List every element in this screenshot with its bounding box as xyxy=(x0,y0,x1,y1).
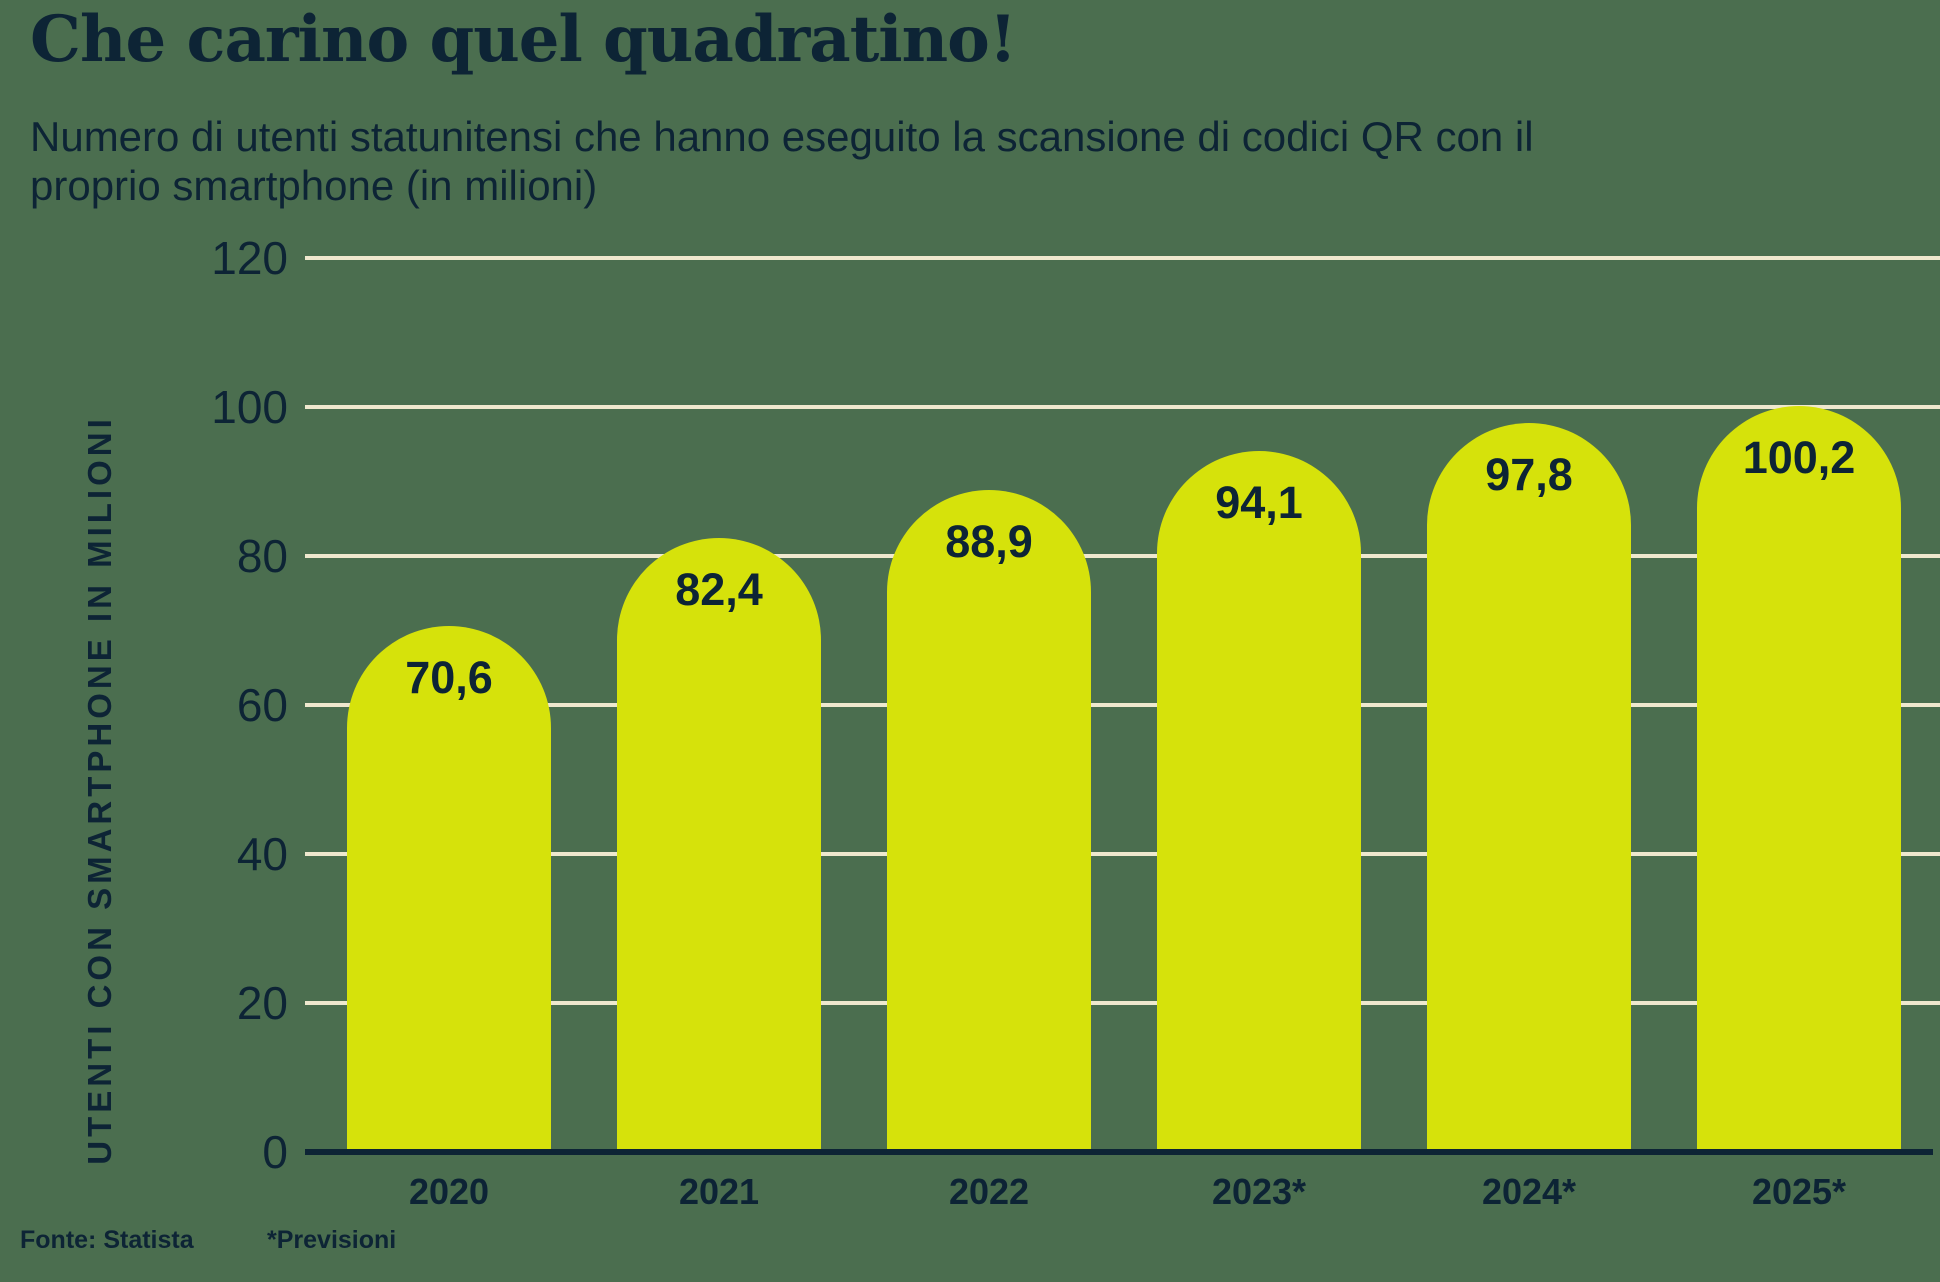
chart-subtitle-line-2: proprio smartphone (in milioni) xyxy=(30,162,598,209)
y-tick-label-40: 40 xyxy=(236,828,288,880)
chart-subtitle-line-1: Numero di utenti statunitensi che hanno … xyxy=(30,113,1534,160)
x-tick-label-2023*: 2023* xyxy=(1211,1171,1307,1212)
bar-2025*: 100,2 xyxy=(1697,405,1901,1152)
y-tick-label-20: 20 xyxy=(236,977,288,1029)
x-tick-label-2022: 2022 xyxy=(948,1171,1030,1212)
bar-2024*: 97,8 xyxy=(1427,423,1631,1152)
bar-value-label-2023*: 94,1 xyxy=(1215,476,1303,528)
bar-2020: 70,6 xyxy=(347,626,551,1152)
bar-value-label-2024*: 97,8 xyxy=(1485,449,1573,501)
gridline-40 xyxy=(305,852,1940,856)
y-tick-label-60: 60 xyxy=(236,679,288,731)
y-tick-label-100: 100 xyxy=(211,381,288,433)
y-tick-label-80: 80 xyxy=(236,530,288,582)
bar-value-label-2022: 88,9 xyxy=(945,515,1033,567)
source-credit: Fonte: Statista xyxy=(20,1226,194,1254)
x-tick-label-2025*: 2025* xyxy=(1751,1171,1847,1212)
bar-value-label-2021: 82,4 xyxy=(675,564,763,616)
bar-2021: 82,4 xyxy=(617,538,821,1152)
gridline-60 xyxy=(305,703,1940,707)
gridline-120 xyxy=(305,256,1940,260)
bar-value-label-2020: 70,6 xyxy=(405,652,493,704)
x-tick-label-2021: 2021 xyxy=(678,1171,760,1212)
bar-value-label-2025*: 100,2 xyxy=(1742,431,1856,483)
gridline-20 xyxy=(305,1001,1940,1005)
chart-title: Che carino quel quadratino! xyxy=(30,2,1017,77)
chart-subtitle: Numero di utenti statunitensi che hanno … xyxy=(30,112,1534,210)
x-axis-baseline xyxy=(305,1149,1933,1155)
bar-2022: 88,9 xyxy=(887,489,1091,1152)
forecast-footnote: *Previsioni xyxy=(267,1226,397,1254)
y-tick-label-120: 120 xyxy=(211,232,288,284)
bar-2023*: 94,1 xyxy=(1157,450,1361,1152)
y-tick-label-0: 0 xyxy=(262,1126,288,1178)
x-tick-label-2024*: 2024* xyxy=(1481,1171,1577,1212)
gridline-80 xyxy=(305,554,1940,558)
gridline-100 xyxy=(305,405,1940,409)
x-tick-label-2020: 2020 xyxy=(408,1171,490,1212)
